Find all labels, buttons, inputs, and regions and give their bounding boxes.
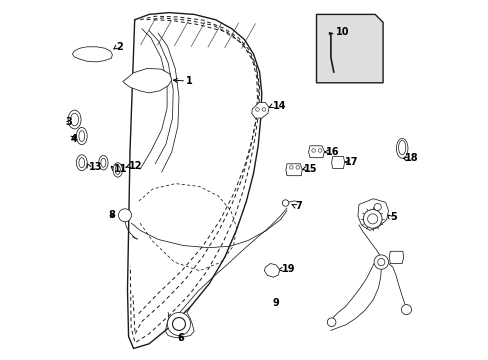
- Ellipse shape: [113, 163, 122, 177]
- Ellipse shape: [70, 113, 79, 126]
- Circle shape: [289, 166, 292, 169]
- Ellipse shape: [79, 158, 84, 168]
- Circle shape: [363, 210, 381, 228]
- Text: 17: 17: [345, 157, 358, 167]
- Ellipse shape: [68, 110, 81, 129]
- Circle shape: [401, 305, 411, 315]
- Ellipse shape: [101, 158, 106, 167]
- Polygon shape: [251, 103, 268, 118]
- Polygon shape: [122, 68, 171, 93]
- Ellipse shape: [115, 165, 120, 174]
- Text: 1: 1: [186, 76, 193, 86]
- Circle shape: [282, 200, 288, 206]
- Circle shape: [326, 318, 335, 327]
- Ellipse shape: [398, 140, 405, 155]
- Text: 11: 11: [114, 164, 127, 174]
- Text: 9: 9: [272, 298, 279, 308]
- Circle shape: [262, 108, 265, 111]
- Circle shape: [255, 108, 259, 111]
- Text: 19: 19: [282, 264, 295, 274]
- Polygon shape: [308, 146, 324, 158]
- Circle shape: [367, 214, 377, 224]
- Circle shape: [318, 149, 321, 152]
- Polygon shape: [331, 157, 344, 168]
- Circle shape: [167, 312, 190, 336]
- Text: 15: 15: [303, 164, 317, 174]
- Polygon shape: [388, 251, 403, 264]
- Ellipse shape: [396, 139, 407, 158]
- Text: 14: 14: [272, 101, 285, 111]
- Text: 18: 18: [404, 153, 417, 163]
- Text: 7: 7: [294, 201, 301, 211]
- Circle shape: [377, 258, 384, 266]
- Circle shape: [153, 80, 162, 89]
- Ellipse shape: [79, 131, 84, 141]
- Circle shape: [373, 255, 387, 269]
- Ellipse shape: [99, 156, 108, 170]
- Text: 16: 16: [325, 147, 338, 157]
- Text: 4: 4: [71, 134, 78, 144]
- Text: 8: 8: [108, 210, 115, 220]
- Polygon shape: [72, 47, 112, 62]
- Polygon shape: [264, 264, 279, 277]
- Text: 12: 12: [128, 161, 142, 171]
- Ellipse shape: [76, 127, 87, 145]
- Polygon shape: [285, 164, 302, 176]
- Text: 10: 10: [336, 27, 349, 37]
- Circle shape: [295, 166, 299, 169]
- Text: 13: 13: [89, 162, 102, 172]
- Circle shape: [118, 209, 131, 222]
- Ellipse shape: [76, 155, 87, 171]
- Polygon shape: [316, 14, 382, 83]
- Text: 6: 6: [177, 333, 183, 343]
- Circle shape: [373, 203, 381, 211]
- Circle shape: [172, 318, 185, 330]
- Polygon shape: [357, 199, 387, 230]
- Text: 3: 3: [65, 117, 72, 127]
- Text: 5: 5: [389, 212, 396, 222]
- Text: 2: 2: [117, 42, 123, 52]
- Circle shape: [311, 149, 315, 152]
